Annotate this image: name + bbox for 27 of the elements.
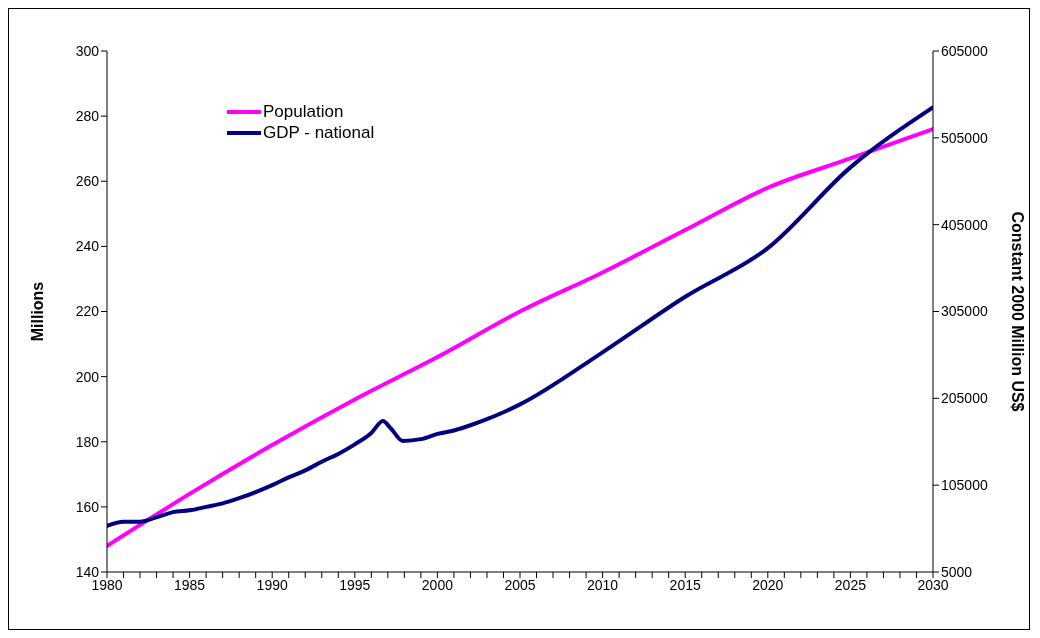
y-tick-label: 160	[75, 498, 100, 515]
y-axis-title: Millions	[28, 281, 46, 342]
x-tick-label: 1995	[339, 576, 371, 593]
x-tick-label: 2020	[752, 576, 784, 593]
legend-label: GDP - national	[263, 122, 375, 143]
y-tick-label: 260	[75, 173, 100, 190]
x-tick-label: 2025	[834, 576, 867, 593]
y2-tick-label: 405000	[941, 216, 988, 233]
legend-label: Population	[263, 101, 344, 122]
x-tick-label: 1985	[174, 576, 206, 593]
y2-tick-label: 305000	[941, 303, 988, 320]
y2-tick-label: 205000	[941, 390, 988, 407]
y2-tick-label: 605000	[941, 42, 988, 59]
y-tick-label: 280	[75, 108, 100, 125]
y2-tick-label: 505000	[941, 129, 988, 146]
y-tick-label: 300	[75, 42, 100, 59]
y-tick-label: 240	[75, 238, 100, 255]
x-tick-label: 1990	[256, 576, 288, 593]
x-tick-label: 2005	[504, 576, 536, 593]
y-tick-label: 200	[75, 368, 100, 385]
y-tick-label: 180	[75, 433, 100, 450]
x-tick-label: 2000	[421, 576, 454, 593]
x-tick-label: 2015	[669, 576, 701, 593]
y2-tick-label: 105000	[941, 477, 988, 494]
y-tick-label: 220	[75, 303, 100, 320]
y2-axis-title: Constant 2000 Million US$	[1009, 211, 1027, 412]
x-tick-label: 2010	[587, 576, 619, 593]
